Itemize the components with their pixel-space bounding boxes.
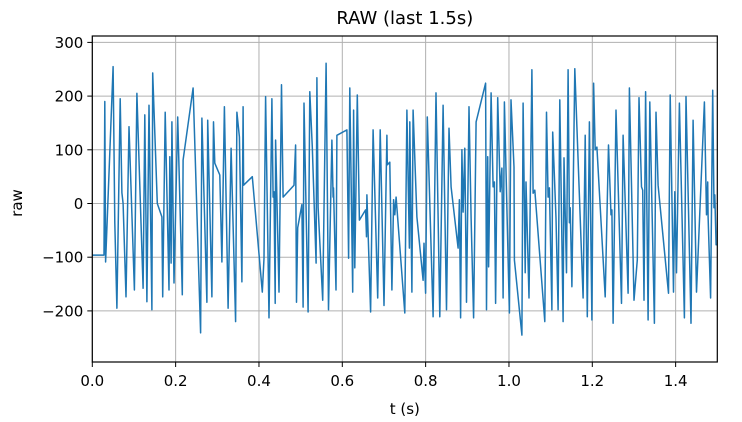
- y-axis-label: raw: [8, 189, 26, 217]
- x-tick-label: 0.0: [80, 372, 104, 390]
- y-tick-label: −100: [42, 249, 83, 267]
- x-axis-ticks: 0.0 0.2 0.4 0.6 0.8 1.0 1.2 1.4: [80, 362, 688, 390]
- x-tick-label: 0.8: [414, 372, 438, 390]
- raw-series-line: [92, 62, 718, 336]
- y-tick-label: 0: [74, 195, 84, 213]
- y-tick-label: 200: [55, 88, 84, 106]
- axes-frame: [91, 35, 718, 363]
- y-tick-label: −200: [42, 302, 83, 320]
- plot-area: [92, 62, 718, 336]
- y-tick-label: 100: [55, 141, 84, 159]
- x-tick-label: 1.2: [580, 372, 604, 390]
- y-axis-ticks: 300 200 100 0 −100 −200: [42, 34, 93, 320]
- x-tick-label: 0.6: [330, 372, 354, 390]
- x-tick-label: 1.4: [664, 372, 688, 390]
- y-tick-label: 300: [55, 34, 84, 52]
- chart-title: RAW (last 1.5s): [336, 8, 473, 29]
- x-tick-label: 1.0: [497, 372, 521, 390]
- x-tick-label: 0.4: [247, 372, 271, 390]
- x-axis-label: t (s): [390, 400, 420, 418]
- x-tick-label: 0.2: [164, 372, 188, 390]
